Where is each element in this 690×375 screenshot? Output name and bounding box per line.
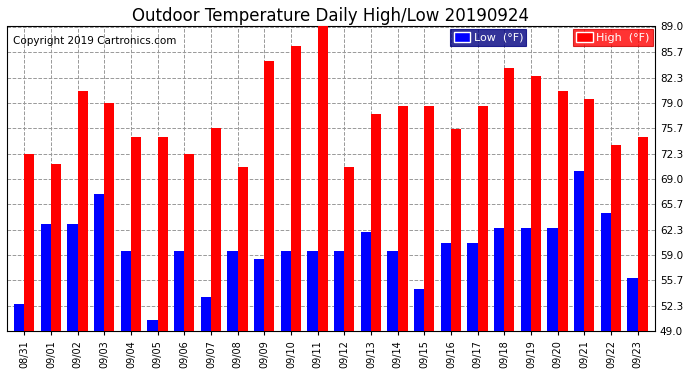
Bar bbox=[584, 99, 594, 331]
Bar bbox=[477, 106, 488, 331]
Bar bbox=[451, 129, 461, 331]
Bar bbox=[184, 154, 195, 331]
Bar bbox=[334, 251, 344, 331]
Bar bbox=[77, 91, 88, 331]
Bar bbox=[611, 144, 621, 331]
Legend: High  (°F): High (°F) bbox=[573, 29, 653, 46]
Bar bbox=[41, 225, 51, 331]
Bar bbox=[371, 114, 381, 331]
Bar bbox=[638, 137, 648, 331]
Bar bbox=[201, 297, 211, 331]
Bar bbox=[627, 278, 638, 331]
Bar bbox=[157, 137, 168, 331]
Bar bbox=[14, 304, 24, 331]
Bar bbox=[397, 106, 408, 331]
Bar bbox=[547, 228, 558, 331]
Bar bbox=[68, 225, 77, 331]
Bar bbox=[211, 128, 221, 331]
Bar bbox=[441, 243, 451, 331]
Bar bbox=[94, 194, 104, 331]
Bar bbox=[281, 251, 291, 331]
Bar bbox=[131, 137, 141, 331]
Bar bbox=[388, 251, 397, 331]
Text: Copyright 2019 Cartronics.com: Copyright 2019 Cartronics.com bbox=[13, 36, 177, 46]
Bar bbox=[174, 251, 184, 331]
Bar bbox=[264, 61, 275, 331]
Bar bbox=[424, 106, 435, 331]
Bar bbox=[228, 251, 237, 331]
Bar bbox=[291, 45, 301, 331]
Bar bbox=[531, 76, 541, 331]
Bar bbox=[414, 289, 424, 331]
Bar bbox=[51, 164, 61, 331]
Bar bbox=[148, 320, 157, 331]
Bar bbox=[237, 167, 248, 331]
Bar bbox=[521, 228, 531, 331]
Bar bbox=[601, 213, 611, 331]
Bar bbox=[24, 154, 34, 331]
Title: Outdoor Temperature Daily High/Low 20190924: Outdoor Temperature Daily High/Low 20190… bbox=[132, 7, 529, 25]
Bar bbox=[468, 243, 477, 331]
Bar bbox=[308, 251, 317, 331]
Bar bbox=[494, 228, 504, 331]
Bar bbox=[504, 68, 515, 331]
Bar bbox=[344, 167, 355, 331]
Bar bbox=[558, 91, 568, 331]
Bar bbox=[574, 171, 584, 331]
Bar bbox=[317, 27, 328, 331]
Bar bbox=[104, 103, 115, 331]
Bar bbox=[121, 251, 131, 331]
Bar bbox=[254, 259, 264, 331]
Bar bbox=[361, 232, 371, 331]
